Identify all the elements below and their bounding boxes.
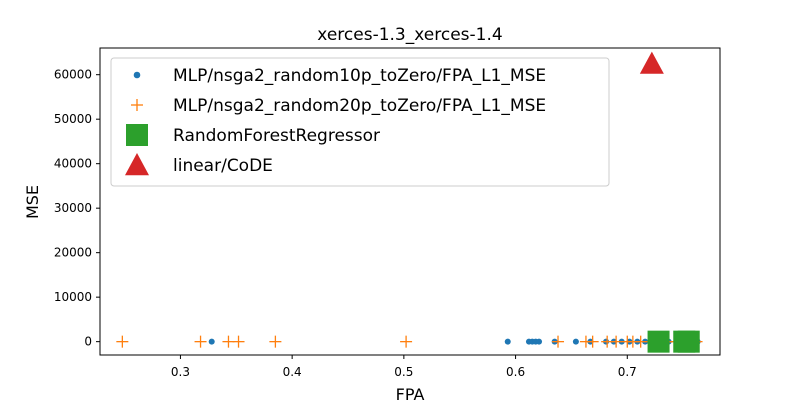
data-point-1-0 (116, 335, 129, 348)
legend-label-0: MLP/nsga2_random10p_toZero/FPA_L1_MSE (173, 66, 546, 86)
data-point-1-6 (552, 335, 565, 348)
data-point-0-0 (208, 338, 215, 345)
legend-marker-3 (125, 153, 149, 176)
legend-label-2: RandomForestRegressor (173, 126, 380, 146)
x-tick-label-4: 0.7 (618, 365, 637, 379)
legend-label-1: MLP/nsga2_random20p_toZero/FPA_L1_MSE (173, 96, 546, 116)
y-tick-label-5: 50000 (54, 112, 92, 126)
legend-marker-1 (131, 99, 143, 111)
legend-label-3: linear/CoDE (173, 156, 273, 176)
data-point-3-0 (639, 51, 664, 74)
x-tick-label-3: 0.6 (506, 365, 525, 379)
legend-marker-2 (126, 124, 148, 146)
legend: MLP/nsga2_random10p_toZero/FPA_L1_MSE MLP… (110, 57, 610, 187)
plot-area (116, 51, 703, 353)
legend-frame (110, 57, 610, 187)
axes-frame (99, 47, 721, 356)
x-tick-label-2: 0.5 (394, 365, 413, 379)
y-tick-label-6: 60000 (54, 68, 92, 82)
chart-title: xerces-1.3_xerces-1.4 (317, 25, 502, 45)
data-point-1-10 (610, 335, 623, 348)
data-point-0-5 (536, 338, 543, 345)
x-axis-label: FPA (396, 385, 425, 400)
data-point-1-4 (269, 335, 282, 348)
x-tick-label-1: 0.4 (283, 365, 302, 379)
data-point-2-0 (647, 330, 670, 353)
y-axis-label: MSE (23, 185, 42, 219)
data-point-0-7 (572, 338, 579, 345)
data-point-0-1 (504, 338, 511, 345)
data-point-1-5 (400, 335, 413, 348)
y-tick-label-3: 30000 (54, 201, 92, 215)
data-point-1-1 (194, 335, 207, 348)
axis-ticks: 0.3 0.4 0.5 0.6 0.7 0 10000 20000 30000 40000 5000… (54, 68, 637, 379)
data-point-1-3 (232, 335, 245, 348)
y-tick-label-2: 20000 (54, 246, 92, 260)
y-tick-label-4: 40000 (54, 157, 92, 171)
data-point-1-8 (586, 335, 599, 348)
data-point-2-2 (673, 330, 696, 353)
legend-marker-0 (133, 71, 141, 79)
x-tick-label-0: 0.3 (171, 365, 190, 379)
data-point-1-2 (222, 335, 235, 348)
y-tick-label-1: 10000 (54, 290, 92, 304)
y-tick-label-0: 0 (84, 335, 92, 349)
